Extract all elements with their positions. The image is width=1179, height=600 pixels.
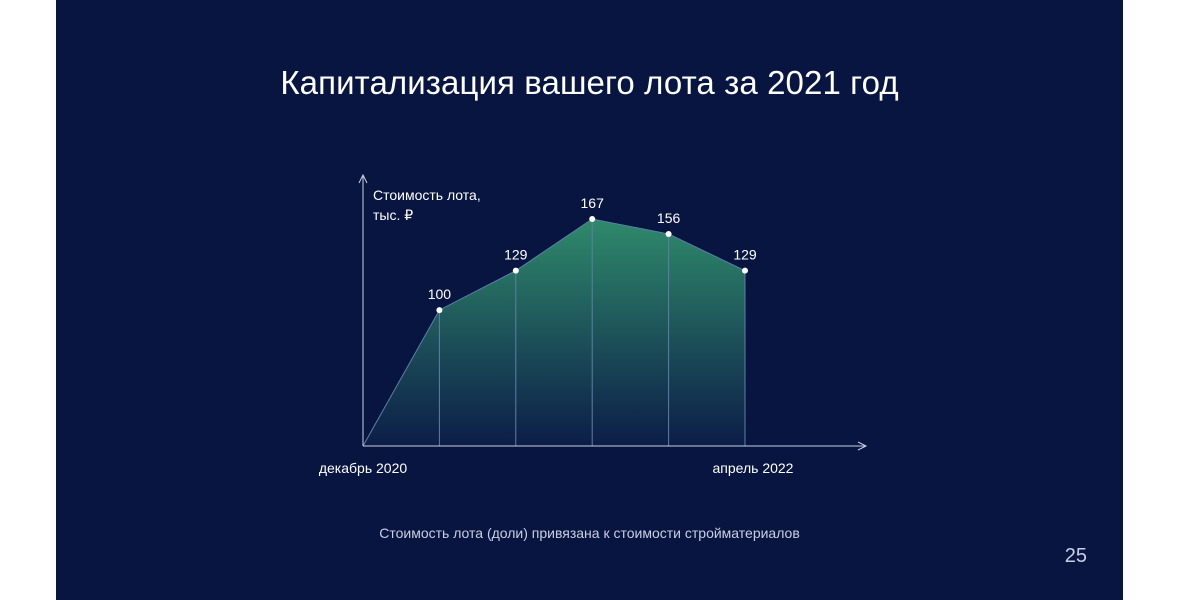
y-axis-label-line-1: Стоимость лота, — [373, 187, 481, 203]
data-point — [436, 307, 443, 314]
data-label: 167 — [581, 195, 605, 211]
slide-title: Капитализация вашего лота за 2021 год — [280, 64, 899, 101]
data-points — [436, 216, 748, 314]
chart: 100 129 167 156 129 Стоимость лота, тыс. ₽ д… — [319, 173, 868, 476]
data-point — [512, 267, 519, 274]
data-labels: 100 129 167 156 129 — [428, 195, 757, 302]
x-label-end: апрель 2022 — [713, 460, 794, 476]
x-label-start: декабрь 2020 — [319, 460, 408, 476]
data-label: 156 — [657, 210, 681, 226]
data-label: 100 — [428, 286, 452, 302]
data-label: 129 — [733, 247, 757, 263]
caption: Стоимость лота (доли) привязана к стоимо… — [379, 525, 800, 541]
vertical-dividers — [438, 219, 746, 446]
data-label: 129 — [504, 247, 528, 263]
y-axis-label-line-2: тыс. ₽ — [373, 207, 413, 223]
data-point — [665, 230, 672, 237]
area-fill — [363, 219, 745, 446]
page-number: 25 — [1064, 545, 1087, 567]
data-point — [589, 216, 596, 222]
data-point — [742, 267, 748, 274]
slide: Капитализация вашего лота за 2021 год 10… — [56, 0, 1123, 600]
x-axis-arrow — [857, 441, 868, 451]
y-axis-arrow — [358, 173, 368, 184]
series-line — [362, 218, 746, 447]
